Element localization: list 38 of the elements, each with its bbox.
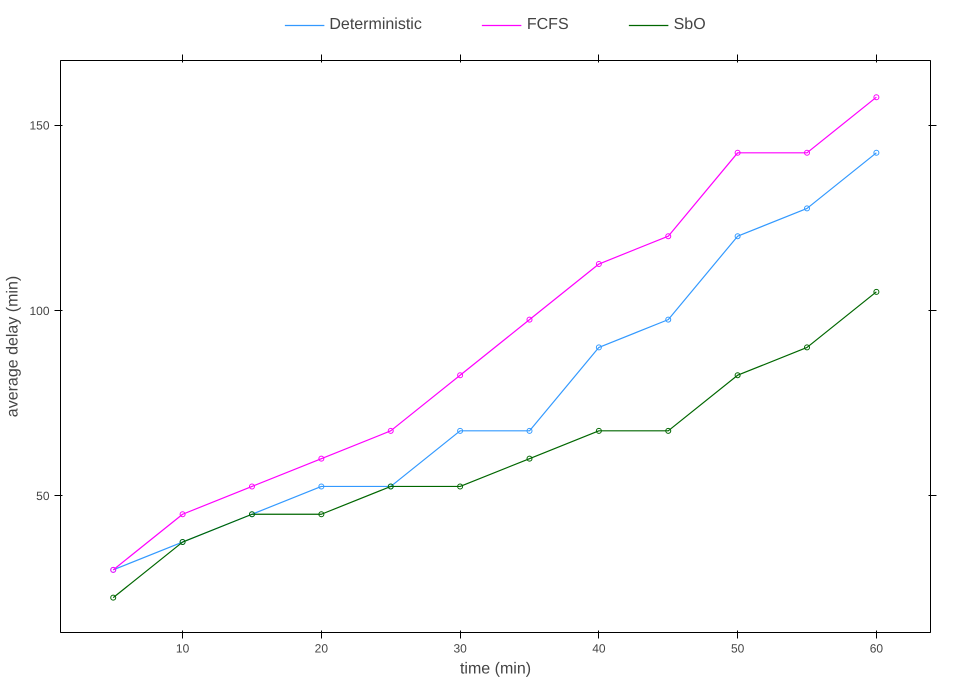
point bbox=[318, 511, 324, 518]
point bbox=[526, 428, 532, 434]
point bbox=[804, 205, 810, 212]
point bbox=[596, 344, 602, 350]
point bbox=[248, 483, 255, 490]
point bbox=[526, 456, 532, 462]
y-axis-title: average delay (min) bbox=[4, 276, 22, 418]
point bbox=[734, 150, 741, 156]
point bbox=[596, 261, 602, 268]
point bbox=[318, 483, 324, 490]
x-tick-label: 30 bbox=[453, 642, 468, 656]
x-tick-label: 60 bbox=[870, 642, 884, 656]
point bbox=[804, 150, 810, 156]
legend-label: SbO bbox=[674, 16, 706, 34]
point bbox=[180, 511, 186, 518]
y-tick-label: 150 bbox=[29, 118, 50, 133]
legend-label: Deterministic bbox=[329, 16, 422, 34]
x-tick-label: 40 bbox=[592, 642, 606, 656]
point bbox=[804, 344, 810, 350]
point bbox=[596, 428, 602, 434]
x-tick-label: 10 bbox=[176, 642, 190, 656]
y-tick-label: 100 bbox=[29, 304, 50, 318]
x-axis-title: time (min) bbox=[460, 660, 532, 678]
legend-label: FCFS bbox=[526, 16, 569, 34]
point bbox=[665, 233, 672, 240]
y-tick-label: 50 bbox=[36, 489, 50, 504]
point bbox=[665, 316, 672, 323]
point bbox=[734, 372, 741, 378]
x-tick-label: 50 bbox=[730, 642, 745, 656]
point bbox=[388, 428, 394, 434]
x-tick-label: 20 bbox=[314, 642, 328, 656]
point bbox=[734, 233, 741, 240]
point bbox=[457, 428, 464, 434]
point bbox=[457, 372, 464, 378]
point bbox=[457, 483, 464, 490]
point bbox=[318, 456, 324, 462]
point bbox=[665, 428, 672, 434]
point bbox=[526, 316, 532, 323]
